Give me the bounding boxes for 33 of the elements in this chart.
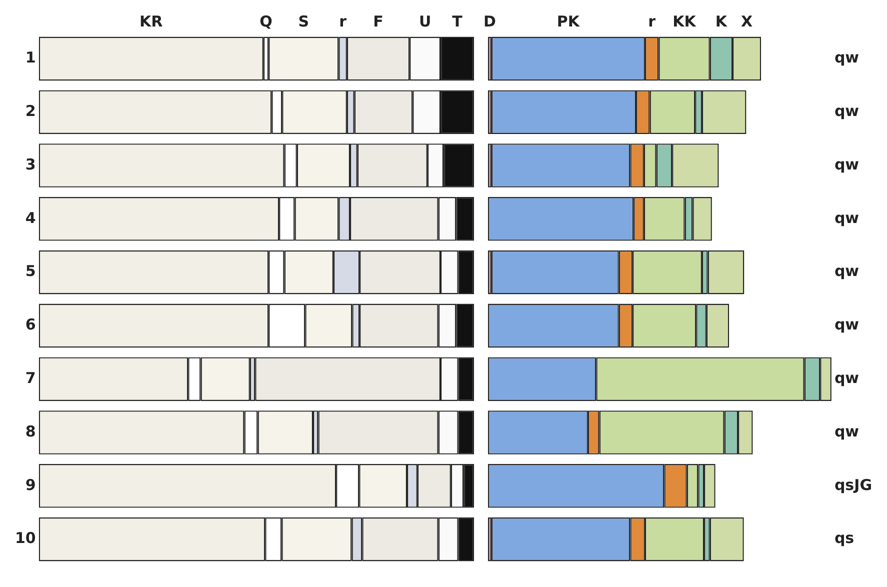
y-tick-label: 1 <box>25 48 36 67</box>
y-tick-label: 5 <box>25 262 36 280</box>
y-tick-label: qsJG <box>834 476 872 494</box>
series-label: KK <box>672 12 698 30</box>
y-tick-label: 8 <box>25 422 36 440</box>
series-label: F <box>373 12 384 30</box>
y-tick-label: 10 <box>15 529 36 548</box>
y-tick-label: qw <box>834 102 860 120</box>
y-tick-label: qs <box>834 529 854 548</box>
series-label: D <box>483 12 496 30</box>
y-tick-label: qw <box>834 48 860 67</box>
y-tick-label: qw <box>834 155 860 174</box>
series-label: Q <box>260 12 272 30</box>
series-label: K <box>715 12 728 30</box>
series-label: T <box>452 12 464 30</box>
y-tick-label: 4 <box>25 208 36 227</box>
y-tick-label: 7 <box>25 368 36 387</box>
series-label: KR <box>140 12 164 30</box>
y-tick-label: qw <box>834 208 860 227</box>
series-label: r <box>339 12 348 30</box>
y-tick-label: qw <box>834 422 860 440</box>
y-tick-label: 2 <box>25 102 36 120</box>
y-tick-label: 3 <box>25 155 36 174</box>
series-label: U <box>418 12 432 30</box>
y-tick-label: 9 <box>25 476 36 494</box>
series-label: r <box>648 12 656 30</box>
series-label: X <box>740 12 753 30</box>
series-label: PK <box>556 12 581 30</box>
y-tick-label: 6 <box>25 316 36 334</box>
series-label: S <box>298 12 310 30</box>
y-tick-label: qw <box>834 262 860 280</box>
y-tick-label: qw <box>834 316 860 334</box>
y-tick-label: qw <box>834 368 860 387</box>
